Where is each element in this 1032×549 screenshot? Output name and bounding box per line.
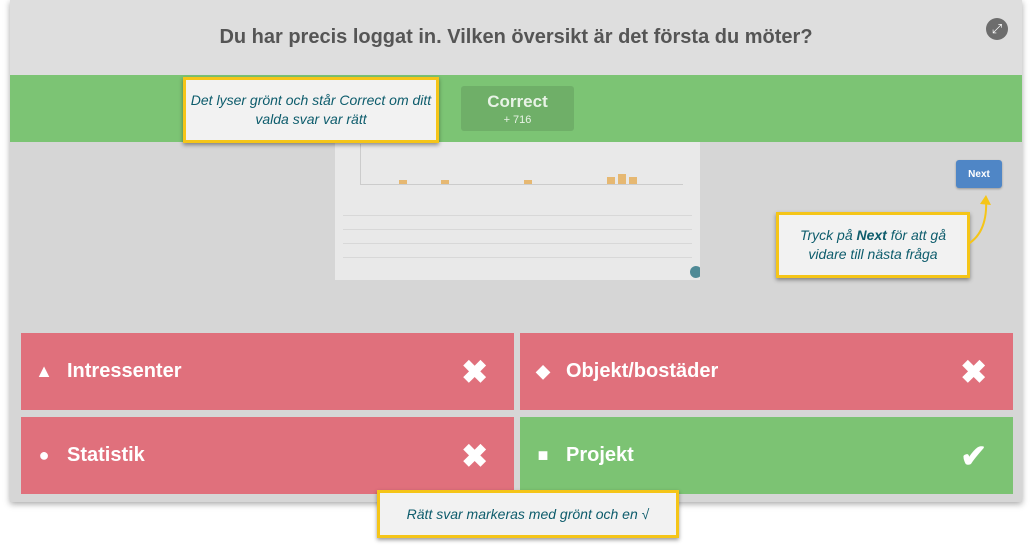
preview-row (343, 215, 692, 216)
expand-icon[interactable]: ⤢ (986, 18, 1008, 40)
preview-chart (360, 144, 683, 185)
callout-text: Det lyser grönt och står Correct om ditt… (190, 92, 432, 127)
preview-bar (524, 180, 532, 184)
callout-text: Tryck på Next för att gå vidare till näs… (779, 226, 967, 264)
answer-objekt[interactable]: ◆ Objekt/bostäder ✖ (520, 333, 1013, 410)
next-button[interactable]: Next (956, 160, 1002, 188)
callout-text-pre: Tryck på (799, 227, 857, 243)
preview-bar (607, 177, 615, 184)
circle-icon: ● (38, 445, 50, 465)
question-header: Du har precis loggat in. Vilken översikt… (10, 0, 1022, 75)
answer-statistik[interactable]: ● Statistik ✖ (21, 417, 514, 494)
callout-answer: Rätt svar markeras med grönt och en √ (377, 490, 679, 538)
cross-icon: ✖ (461, 437, 488, 474)
callout-next: Tryck på Next för att gå vidare till näs… (776, 212, 970, 278)
checkmark-icon: ✔ (960, 437, 987, 474)
callout-text-bold: Next (856, 227, 887, 243)
square-icon: ■ (537, 445, 549, 465)
preview-bar (629, 177, 637, 184)
cross-icon: ✖ (960, 353, 987, 390)
preview-bar (618, 174, 626, 184)
question-image (335, 142, 700, 280)
cross-icon: ✖ (461, 353, 488, 390)
preview-row (343, 243, 692, 244)
callout-correct: Det lyser grönt och står Correct om ditt… (183, 77, 439, 143)
answer-intressenter[interactable]: ▲ Intressenter ✖ (21, 333, 514, 410)
preview-row (343, 229, 692, 230)
preview-add-icon (690, 266, 700, 278)
preview-bar (441, 180, 449, 184)
preview-row (343, 257, 692, 258)
callout-arrow (967, 195, 991, 245)
result-badge: Correct + 716 (461, 86, 574, 131)
answer-label: Projekt (566, 444, 634, 466)
preview-bar (399, 180, 407, 184)
result-band: Correct + 716 (10, 75, 1022, 142)
answer-label: Intressenter (67, 360, 182, 382)
answer-projekt[interactable]: ■ Projekt ✔ (520, 417, 1013, 494)
result-points: + 716 (503, 114, 532, 126)
answer-label: Statistik (67, 444, 145, 466)
callout-text-post: för att gå vidare till nästa fråga (808, 227, 947, 262)
question-text: Du har precis loggat in. Vilken översikt… (219, 26, 813, 48)
answer-label: Objekt/bostäder (566, 360, 719, 382)
diamond-icon: ◆ (536, 361, 550, 381)
triangle-icon: ▲ (35, 361, 53, 381)
result-label: Correct (487, 92, 548, 111)
callout-text: Rätt svar markeras med grönt och en √ (406, 505, 650, 522)
